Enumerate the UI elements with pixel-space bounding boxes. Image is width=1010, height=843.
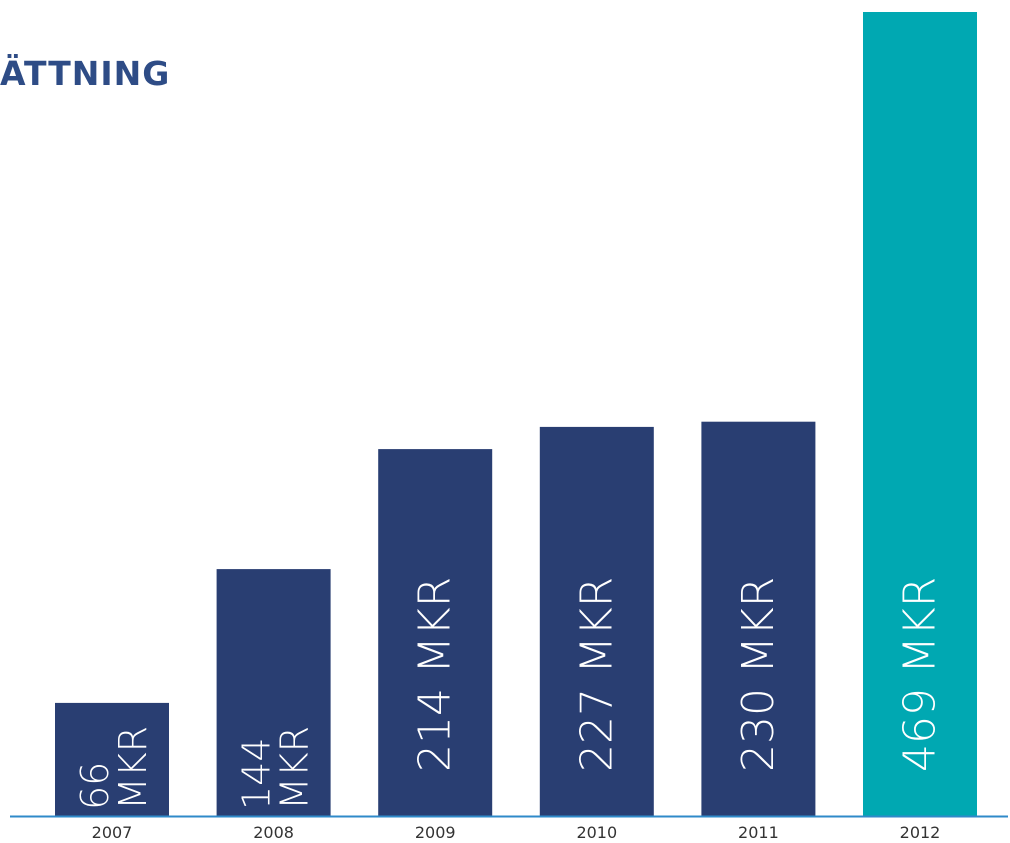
x-tick-2007: 2007 (92, 823, 133, 842)
bar-2007 (55, 702, 169, 816)
x-tick-labels: 2007 2008 2009 2010 2011 2012 (92, 823, 941, 842)
value-label-2012: 469 MKR (895, 577, 946, 772)
value-label-2009: 214 MKR (410, 577, 461, 772)
bar-2011 (701, 421, 816, 816)
value-label-2010: 227 MKR (571, 577, 622, 772)
bars-layer: 66MKR 144MKR 214 MKR 227 MKR 230 MKR 469 MKR (55, 12, 977, 816)
value-label-2008: 144MKR (235, 726, 317, 810)
chart-title: ÄTTNING (0, 54, 171, 93)
x-tick-2010: 2010 (576, 823, 617, 842)
bar-2009 (378, 449, 493, 816)
value-label-2007: 66MKR (73, 726, 155, 810)
x-tick-2008: 2008 (253, 823, 294, 842)
x-tick-2009: 2009 (415, 823, 456, 842)
bar-2010 (539, 426, 654, 816)
x-tick-2012: 2012 (900, 823, 941, 842)
bar-2012 (863, 12, 977, 816)
x-tick-2011: 2011 (738, 823, 779, 842)
bar-2008 (216, 569, 331, 816)
value-label-2011: 230 MKR (733, 577, 784, 772)
